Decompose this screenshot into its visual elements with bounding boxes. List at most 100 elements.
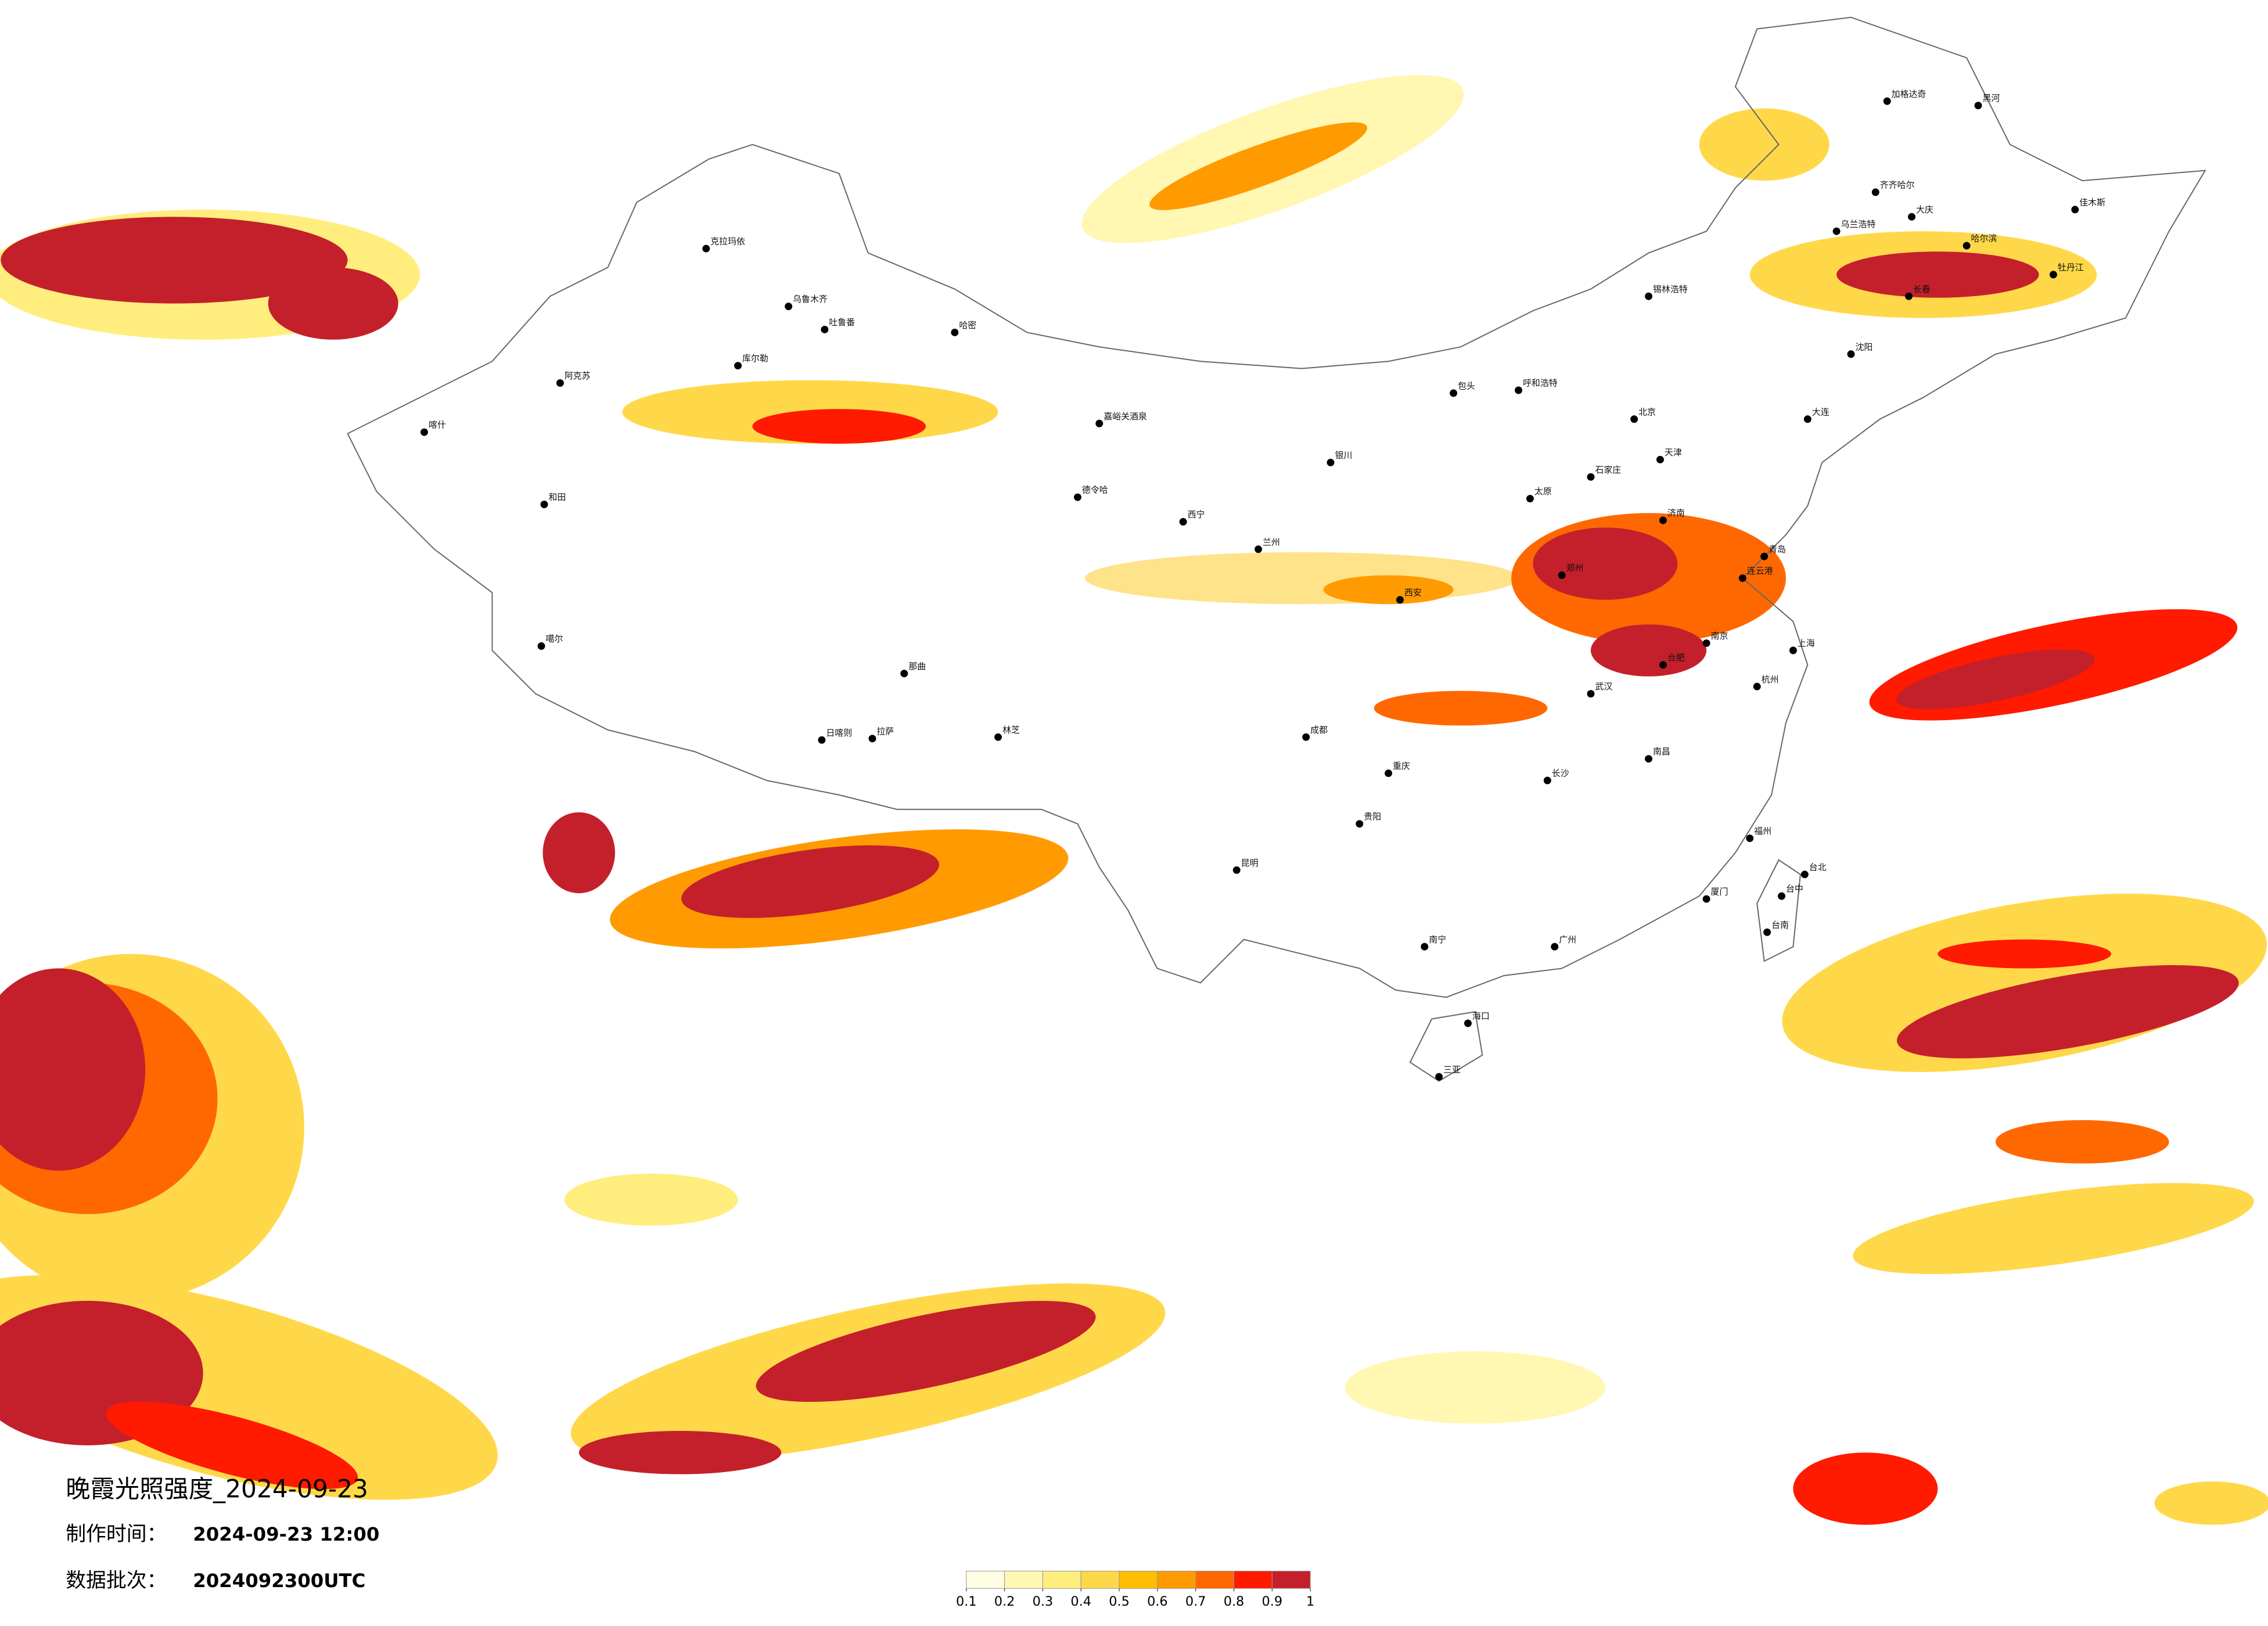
city-dot xyxy=(1232,866,1241,874)
city-dot xyxy=(1659,661,1667,669)
city-label: 三亚 xyxy=(1443,1064,1461,1075)
city-label: 佳木斯 xyxy=(2079,197,2105,207)
legend: 0.1 0.2 0.3 0.4 0.5 0.6 0.7 0.8 0.9 1 xyxy=(956,1570,1314,1609)
city-label: 郑州 xyxy=(1566,563,1584,573)
info-value: 2024-09-23 12:00 xyxy=(193,1523,379,1545)
city-dot xyxy=(1450,389,1458,397)
city-dot xyxy=(1702,895,1710,903)
city-label: 青岛 xyxy=(1769,544,1786,555)
legend-swatch xyxy=(1195,1570,1235,1589)
city-label: 太原 xyxy=(1534,486,1552,497)
city-label: 乌兰浩特 xyxy=(1841,219,1876,229)
legend-tick-label: 0.5 xyxy=(1109,1594,1130,1609)
city-dot xyxy=(1179,518,1187,526)
city-label: 北京 xyxy=(1638,406,1656,417)
city-dot xyxy=(1302,733,1310,741)
city-dot xyxy=(540,501,548,509)
city-dot xyxy=(1255,545,1263,553)
city-dot xyxy=(1515,386,1523,394)
legend-swatch xyxy=(1042,1570,1081,1589)
city-dot xyxy=(1464,1019,1472,1027)
map-title: 晚霞光照强度_2024-09-23 xyxy=(66,1474,368,1503)
city-dot xyxy=(1435,1073,1443,1081)
city-dot xyxy=(1396,596,1404,604)
city-dot xyxy=(868,735,876,743)
city-dot xyxy=(1753,682,1761,690)
city-dot xyxy=(420,428,428,436)
city-label: 长沙 xyxy=(1552,768,1569,779)
city-dot xyxy=(1763,928,1771,936)
city-dot xyxy=(1385,769,1393,778)
city-label: 西宁 xyxy=(1188,509,1205,520)
city-dot xyxy=(1073,493,1081,501)
city-label: 克拉玛依 xyxy=(710,236,745,247)
city-label: 噶尔 xyxy=(546,634,563,644)
city-dot xyxy=(1803,415,1811,423)
city-dot xyxy=(702,244,710,253)
city-label: 吐鲁番 xyxy=(829,317,855,328)
city-dot xyxy=(1738,574,1746,582)
city-dot xyxy=(1543,776,1551,785)
city-label: 大庆 xyxy=(1916,204,1933,215)
city-dot xyxy=(1746,834,1754,843)
city-label: 武汉 xyxy=(1595,681,1612,692)
legend-swatch xyxy=(1234,1570,1273,1589)
city-dot xyxy=(1645,755,1653,763)
city-label: 林芝 xyxy=(1002,725,1020,735)
city-label: 锡林浩特 xyxy=(1653,284,1688,294)
city-label: 台中 xyxy=(1786,884,1803,894)
city-label: 西安 xyxy=(1404,587,1422,598)
city-dot xyxy=(994,733,1002,741)
country-outline xyxy=(347,16,2206,1082)
city-dot xyxy=(1656,455,1664,463)
city-dot xyxy=(951,328,959,336)
city-label: 天津 xyxy=(1665,447,1682,458)
info-label: 数据批次： xyxy=(66,1569,167,1592)
city-dot xyxy=(1908,213,1915,221)
city-dot xyxy=(1963,242,1971,250)
city-dot xyxy=(1778,892,1785,900)
legend-tick-label: 0.1 xyxy=(956,1594,977,1609)
city-label: 贵阳 xyxy=(1364,811,1381,822)
city-label: 广州 xyxy=(1559,934,1576,945)
city-label: 海口 xyxy=(1472,1011,1490,1021)
city-label: 大连 xyxy=(1812,406,1830,417)
legend-swatch xyxy=(1004,1570,1043,1589)
city-dot xyxy=(1760,552,1769,560)
city-dot xyxy=(2049,271,2057,279)
city-dot xyxy=(818,736,826,744)
legend-tick-label: 0.6 xyxy=(1147,1594,1168,1609)
city-label: 沈阳 xyxy=(1855,341,1872,352)
city-label: 齐齐哈尔 xyxy=(1880,180,1915,190)
city-label: 合肥 xyxy=(1667,652,1685,663)
city-dot xyxy=(1974,102,1982,110)
city-dot xyxy=(1587,473,1595,481)
city-dot xyxy=(1558,571,1566,580)
city-label: 南宁 xyxy=(1429,934,1446,945)
city-label: 济南 xyxy=(1667,508,1685,519)
city-dot xyxy=(1526,495,1534,503)
city-label: 包头 xyxy=(1458,381,1475,391)
city-label: 德令哈 xyxy=(1082,485,1108,495)
city-dot xyxy=(1645,292,1653,300)
city-dot xyxy=(1789,646,1797,654)
info-label: 制作时间： xyxy=(66,1523,167,1546)
city-dot xyxy=(2071,206,2079,214)
city-label: 那曲 xyxy=(908,661,926,671)
city-label: 兰州 xyxy=(1263,537,1280,547)
city-label: 昆明 xyxy=(1241,858,1259,868)
legend-tick-label: 0.2 xyxy=(994,1594,1015,1609)
city-dot xyxy=(900,670,908,678)
legend-tick-label: 0.8 xyxy=(1224,1594,1245,1609)
city-label: 阿克苏 xyxy=(565,370,591,381)
city-label: 南京 xyxy=(1711,631,1728,641)
city-dot xyxy=(1871,188,1879,196)
city-label: 台南 xyxy=(1771,920,1789,930)
city-dot xyxy=(1587,690,1595,698)
info-value: 2024092300UTC xyxy=(193,1570,365,1592)
city-label: 加格达奇 xyxy=(1892,89,1926,99)
city-label: 成都 xyxy=(1310,725,1328,735)
